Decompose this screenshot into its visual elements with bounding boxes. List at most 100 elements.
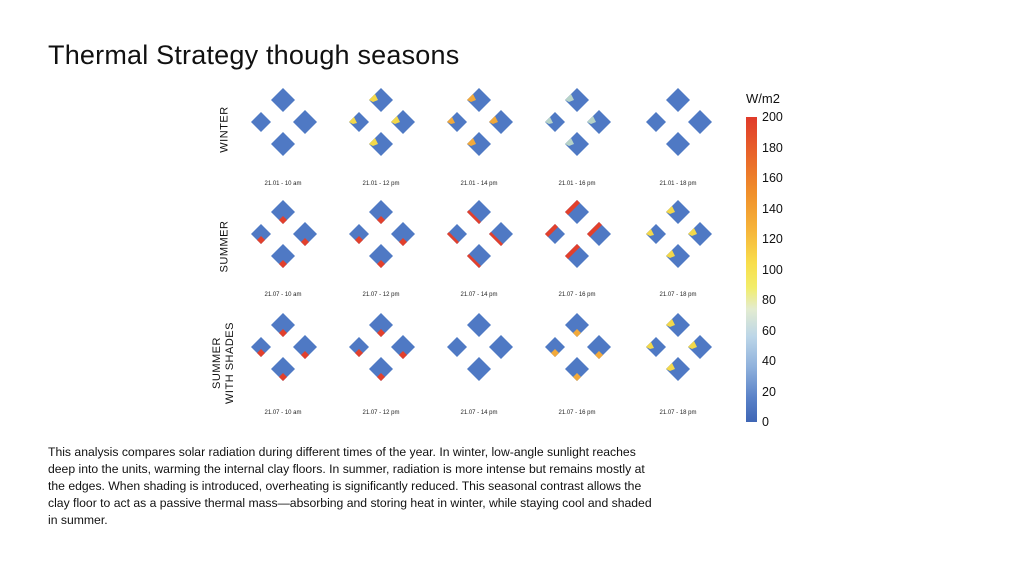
legend-tick-label: 200 <box>762 110 783 124</box>
unit-floor-plan <box>565 357 589 381</box>
radiation-diagram <box>439 307 519 387</box>
unit-floor-plan <box>349 337 369 357</box>
radiation-diagram <box>243 307 323 387</box>
diagram-caption: 21.07 - 14 pm <box>460 410 498 416</box>
unit-floor-plan <box>271 313 295 337</box>
radiation-hotspot <box>587 222 602 237</box>
legend-tick-label: 60 <box>762 323 776 338</box>
radiation-hotspot <box>688 341 697 349</box>
radiation-hotspot <box>279 260 287 268</box>
radiation-hotspot <box>688 228 697 236</box>
radiation-hotspot <box>666 206 675 214</box>
diagram-caption: 21.01 - 14 pm <box>460 181 498 187</box>
unit-floor-plan <box>369 313 393 337</box>
unit-floor-plan <box>391 335 415 359</box>
unit-floor-plan <box>271 244 295 268</box>
diagram-caption: 21.07 - 12 pm <box>362 292 400 298</box>
radiation-hotspot <box>565 138 574 146</box>
radiation-hotspot <box>377 329 385 337</box>
diagram-caption: 21.07 - 16 pm <box>558 292 596 298</box>
legend-tick-label: 140 <box>762 201 783 216</box>
legend-tick-label: 160 <box>762 171 783 185</box>
unit-floor-plan <box>467 313 491 337</box>
radiation-diagram <box>341 82 421 162</box>
page-title: Thermal Strategy though seasons <box>48 40 460 70</box>
radiation-hotspot <box>399 351 407 359</box>
radiation-diagram <box>439 194 519 274</box>
unit-floor-plan <box>688 110 712 134</box>
radiation-hotspot <box>369 138 378 146</box>
diagram-caption: 21.07 - 18 pm <box>659 292 697 298</box>
radiation-hotspot <box>551 349 559 357</box>
radiation-hotspot <box>666 319 675 327</box>
unit-floor-plan <box>489 335 513 359</box>
radiation-hotspot <box>447 232 459 244</box>
radiation-hotspot <box>489 116 498 124</box>
radiation-hotspot <box>565 244 580 259</box>
radiation-diagram <box>537 82 617 162</box>
diagram-caption: 21.07 - 18 pm <box>659 410 697 416</box>
legend-tick-label: 120 <box>762 232 783 246</box>
radiation-hotspot <box>301 238 309 246</box>
radiation-hotspot <box>279 216 287 224</box>
unit-floor-plan <box>666 132 690 156</box>
radiation-diagram <box>537 307 617 387</box>
row-label-summer-with-shades: SUMMER WITH SHADES <box>211 318 237 408</box>
radiation-hotspot <box>257 349 265 357</box>
radiation-hotspot <box>279 329 287 337</box>
legend-tick-label: 180 <box>762 140 783 155</box>
diagram-caption: 21.01 - 16 pm <box>558 181 596 187</box>
legend-tick-label: 20 <box>762 384 776 399</box>
radiation-hotspot <box>595 351 603 359</box>
radiation-hotspot <box>377 373 385 381</box>
radiation-diagram <box>537 194 617 274</box>
radiation-hotspot <box>377 260 385 268</box>
radiation-hotspot <box>545 224 558 237</box>
radiation-hotspot <box>279 373 287 381</box>
unit-floor-plan <box>271 200 295 224</box>
unit-floor-plan <box>251 224 271 244</box>
radiation-hotspot <box>467 210 481 224</box>
radiation-diagram <box>439 82 519 162</box>
unit-floor-plan <box>467 357 491 381</box>
radiation-hotspot <box>257 236 265 244</box>
unit-floor-plan <box>666 88 690 112</box>
unit-floor-plan <box>293 222 317 246</box>
unit-floor-plan <box>646 112 666 132</box>
diagram-caption: 21.07 - 10 am <box>264 410 302 416</box>
radiation-hotspot <box>467 138 476 146</box>
radiation-hotspot <box>646 342 654 349</box>
legend-tick-label: 100 <box>762 262 783 277</box>
radiation-diagram <box>243 82 323 162</box>
radiation-diagram <box>638 82 718 162</box>
radiation-hotspot <box>355 349 363 357</box>
radiation-hotspot <box>301 351 309 359</box>
radiation-hotspot <box>399 238 407 246</box>
unit-floor-plan <box>369 200 393 224</box>
diagram-caption: 21.01 - 12 pm <box>362 181 400 187</box>
row-label-winter: WINTER <box>218 106 231 153</box>
legend-tick-label: 0 <box>762 415 769 429</box>
radiation-hotspot <box>447 117 455 124</box>
row-label-line-1: SUMMER <box>211 337 223 389</box>
radiation-hotspot <box>391 116 400 124</box>
radiation-hotspot <box>377 216 385 224</box>
radiation-hotspot <box>565 94 574 102</box>
diagram-caption: 21.07 - 10 am <box>264 292 302 298</box>
diagram-caption: 21.07 - 12 pm <box>362 410 400 416</box>
legend-tick-label: 80 <box>762 293 776 307</box>
legend-unit: W/m2 <box>746 91 780 106</box>
unit-floor-plan <box>349 224 369 244</box>
unit-floor-plan <box>391 222 415 246</box>
unit-floor-plan <box>447 337 467 357</box>
radiation-hotspot <box>587 116 596 124</box>
unit-floor-plan <box>369 244 393 268</box>
radiation-hotspot <box>646 229 654 236</box>
radiation-hotspot <box>349 117 357 124</box>
radiation-diagram <box>638 194 718 274</box>
unit-floor-plan <box>271 132 295 156</box>
unit-floor-plan <box>565 313 589 337</box>
diagram-caption: 21.07 - 14 pm <box>460 292 498 298</box>
radiation-hotspot <box>369 94 378 102</box>
diagram-caption: 21.01 - 10 am <box>264 181 302 187</box>
